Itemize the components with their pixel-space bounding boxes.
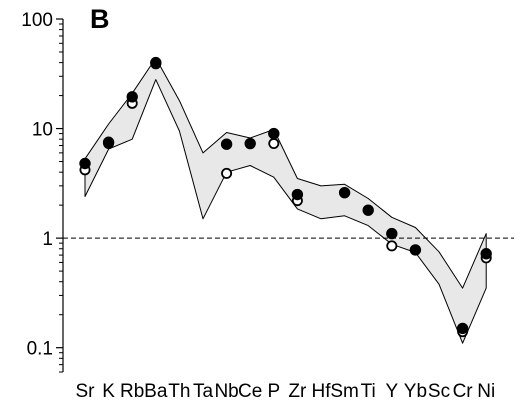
xtick-label: Ta: [193, 381, 214, 402]
data-range-band: [84, 57, 487, 344]
data-point-filled: [456, 322, 469, 335]
xtick-label: Yb: [404, 381, 427, 402]
xtick-label: Sr: [76, 381, 96, 402]
data-point-open: [268, 138, 280, 150]
data-point-filled: [244, 137, 256, 150]
data-point-filled: [268, 127, 280, 140]
data-point-filled: [409, 244, 422, 256]
data-point-filled: [338, 186, 351, 199]
y-ticks: 0.1 1 10 100: [21, 10, 63, 373]
xtick-label: Hf: [312, 381, 332, 402]
x-ticks: Sr K Rb Ba Th Ta Nb Ce P Zr Hf Sm Ti Y Yb Sc Cr Ni: [76, 381, 496, 402]
ytick-label: 1: [42, 229, 53, 250]
data-point-open: [221, 167, 233, 179]
xtick-label: P: [267, 381, 280, 402]
xtick-label: Th: [168, 381, 190, 402]
data-point-filled: [126, 91, 138, 103]
xtick-label: Zr: [288, 381, 307, 402]
data-point-filled: [79, 157, 91, 170]
data-point-filled: [386, 227, 398, 240]
ytick-label: 0.1: [27, 339, 53, 360]
xtick-label: Ti: [361, 381, 376, 402]
xtick-label: K: [102, 381, 115, 402]
data-point-open: [386, 240, 398, 252]
xtick-label: Nb: [214, 381, 238, 402]
data-point-filled: [220, 138, 233, 150]
data-point-filled: [480, 248, 492, 260]
xtick-label: Sm: [330, 381, 359, 402]
data-point-filled: [291, 188, 304, 201]
panel-label: B: [90, 4, 110, 34]
data-point-filled: [362, 204, 374, 216]
xtick-label: Ni: [477, 381, 495, 402]
xtick-label: Ba: [144, 381, 168, 402]
xtick-label: Ce: [238, 381, 262, 402]
ytick-label: 100: [21, 10, 53, 31]
ytick-label: 10: [32, 120, 53, 141]
xtick-label: Cr: [453, 381, 474, 402]
xtick-label: Sc: [428, 381, 450, 402]
xtick-label: Y: [385, 381, 398, 402]
data-point-filled: [150, 56, 162, 69]
xtick-label: Rb: [120, 381, 144, 402]
data-point-filled: [102, 136, 115, 148]
data-markers: [79, 56, 492, 338]
